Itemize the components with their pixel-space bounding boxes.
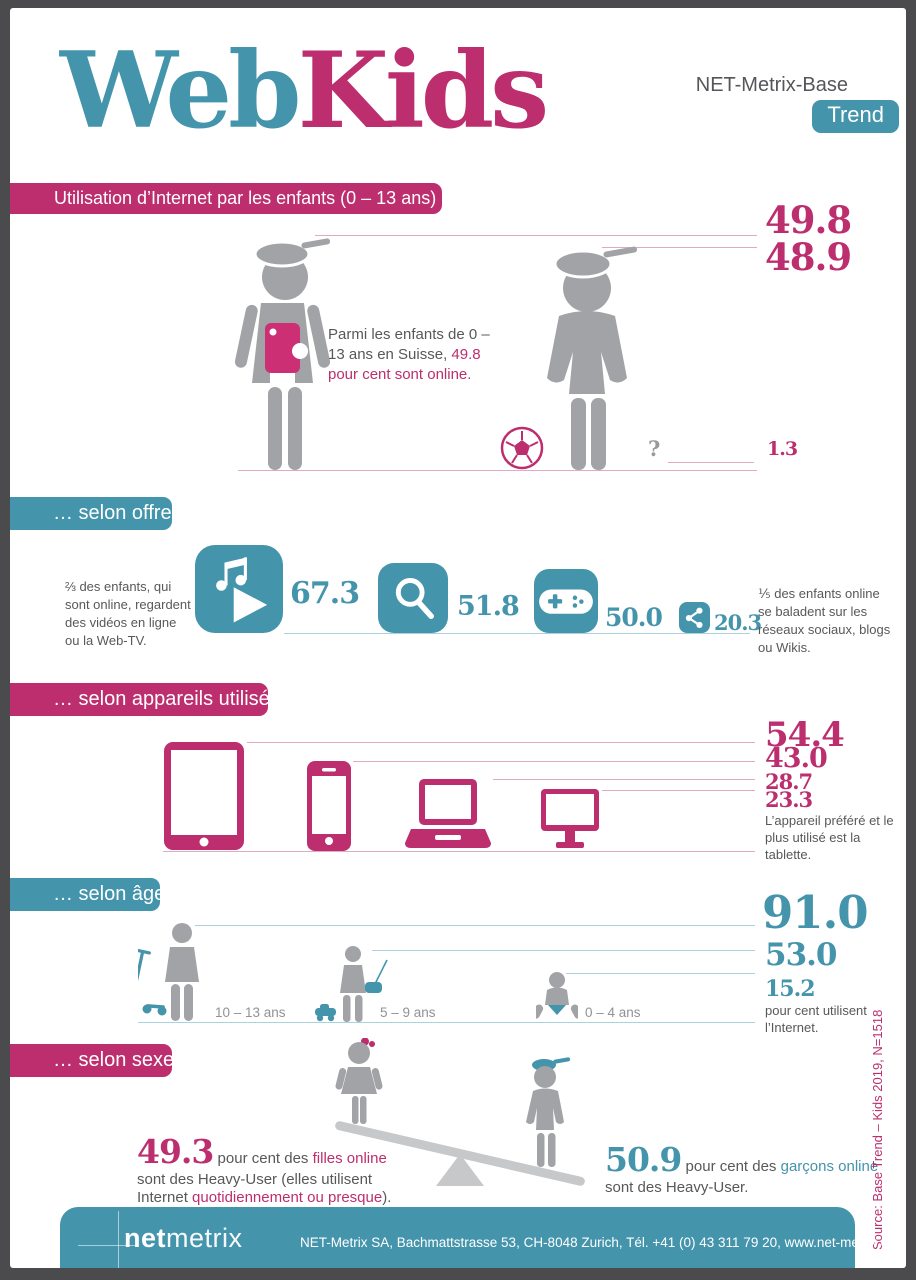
footer-bar: netmetrix NET-Metrix SA, Bachmattstrasse… (60, 1207, 895, 1268)
footer-address: NET-Metrix SA, Bachmattstrasse 53, CH-80… (300, 1235, 895, 1250)
boys-stat-text: 50.9 pour cent des garçons online sont d… (605, 1140, 879, 1196)
usage-value-1: 49.8 (765, 198, 852, 242)
age-value-2: 53.0 (765, 937, 838, 973)
age-value-3: 15.2 (765, 976, 816, 1002)
girls-stat-text: 49.3 pour cent des filles online sont de… (137, 1132, 392, 1206)
age-label-2: 5 – 9 ans (380, 1005, 436, 1020)
product-name: NET-Metrix-Base (695, 74, 848, 96)
boy-figure (526, 1057, 571, 1167)
section-title-sexe: … selon sexe (10, 1044, 174, 1077)
connector-line (372, 950, 755, 951)
infographic-page: WebKids NET-Metrix-Base Trend Utilisatio… (10, 8, 906, 1268)
scooter-kid-figure (138, 923, 199, 1021)
offre-value-video: 67.3 (290, 576, 360, 611)
seesaw-fulcrum (436, 1154, 484, 1186)
age-label-1: 10 – 13 ans (215, 1005, 286, 1020)
laptop-icon (405, 779, 491, 848)
tablet-in-hands-icon (265, 323, 308, 373)
logo-kids: Kids (297, 28, 550, 152)
connector-line (566, 973, 755, 974)
offre-left-note: ⅔ des enfants, qui sont online, regarden… (65, 579, 191, 648)
baseline (163, 851, 755, 852)
netmetrix-logo: netmetrix (124, 1223, 243, 1253)
connector-line (353, 761, 755, 762)
baseline (284, 633, 750, 634)
share-icon (679, 602, 710, 633)
offre-value-social: 20.3 (714, 610, 762, 635)
age-note: pour cent utilisent l’Internet. (765, 1003, 867, 1035)
desktop-icon (541, 789, 599, 848)
appareils-note: L’appareil préféré et le plus utilisé es… (765, 813, 894, 862)
music-video-icon (195, 545, 283, 633)
offre-right-note: ⅕ des enfants online se baladent sur les… (758, 586, 891, 655)
search-icon (378, 563, 448, 633)
baseline (138, 1022, 755, 1023)
usage-value-2: 48.9 (765, 235, 852, 279)
baseline (238, 470, 757, 471)
crosshair-mark (118, 1211, 119, 1268)
connector-line (602, 790, 755, 791)
girls-value: 49.3 (137, 1132, 214, 1171)
section-title-offre: … selon offre (10, 497, 172, 530)
device-value-phone: 43.0 (765, 743, 828, 774)
crosshair-mark (78, 1245, 138, 1246)
source-note: Source: Base Trend – Kids 2019, N=1518 (870, 1009, 885, 1250)
usage-note: Parmi les enfants de 0 – 13 ans en Suiss… (328, 326, 490, 383)
tablet-icon (164, 742, 244, 850)
boys-value: 50.9 (605, 1140, 682, 1179)
logo-web: Web (60, 28, 302, 152)
connector-line (315, 235, 757, 236)
section-title-appareils: … selon appareils utilisés (10, 683, 280, 716)
soccer-ball-icon (500, 426, 544, 470)
smartphone-icon (307, 761, 351, 851)
gamepad-icon (534, 569, 598, 633)
connector-line (247, 742, 755, 743)
device-value-tablet: 54.4 (765, 715, 845, 755)
question-mark: ? (648, 436, 661, 461)
girl-with-tablet-figure (235, 238, 330, 470)
girl-figure (335, 1038, 383, 1124)
offre-value-search: 51.8 (457, 591, 520, 622)
webkids-logo: WebKids (60, 38, 549, 143)
usage-value-other: 1.3 (767, 438, 798, 460)
connector-line (602, 247, 757, 248)
age-value-1: 91.0 (762, 886, 869, 939)
device-value-desktop: 23.3 (765, 787, 813, 812)
connector-line (668, 462, 754, 463)
device-value-laptop: 28.7 (765, 769, 813, 794)
boy-with-ball-figure (547, 246, 638, 470)
section-title-age: … selon âge (10, 878, 165, 911)
connector-line (493, 779, 755, 780)
rc-car-kid-figure (315, 946, 388, 1022)
offre-value-games: 50.0 (605, 603, 663, 632)
age-label-3: 0 – 4 ans (585, 1005, 641, 1020)
connector-line (195, 925, 755, 926)
trend-badge: Trend (812, 100, 899, 133)
baby-figure (536, 972, 578, 1019)
section-title-usage: Utilisation d’Internet par les enfants (… (10, 183, 442, 214)
